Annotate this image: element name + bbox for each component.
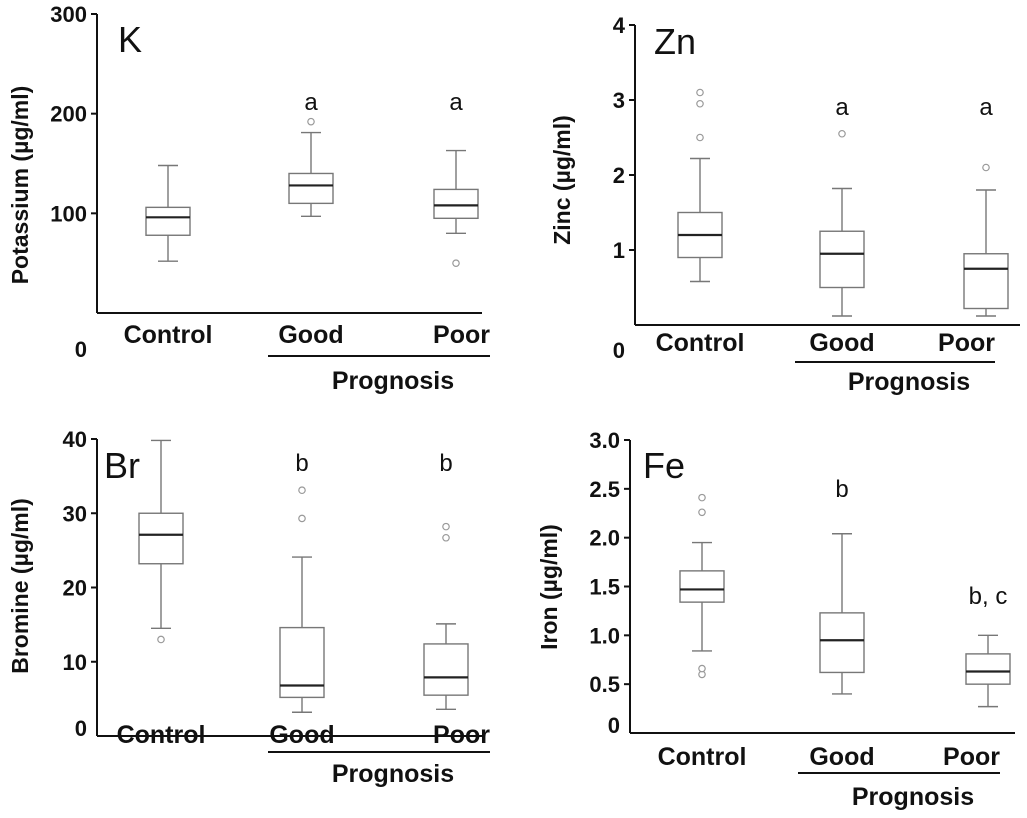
panel-3-ytick-label: 30 [63,501,87,526]
panel-2-category-label: Control [656,329,745,357]
panel-2-group-label: Prognosis [848,368,970,396]
panel-1-outlier-point [452,259,460,267]
panel-4-title: Fe [643,445,685,486]
panel-3-ytick-label: 40 [63,427,87,452]
panel-2-ytick-label: 2 [613,163,625,188]
panel-3-ylabel: Bromine (µg/ml) [7,498,33,674]
panel-2-outlier-point [696,133,704,142]
panel-1-group-label: Prognosis [332,367,454,395]
panel-4-box [819,612,865,674]
panel-2-ytick-label: 4 [613,13,626,38]
panel-3-outlier-point [298,486,306,495]
panel-4-ytick-label: 0.5 [589,672,620,697]
panel-2-ytick-label: 3 [613,88,625,113]
panel-2-significance-label: a [979,94,993,121]
panel-3-outlier-point [442,533,450,542]
panel-2-category-label: Poor [938,329,995,357]
panel-2-box [963,253,1009,310]
panel-1-title: K [118,19,142,60]
panel-1-category-label: Control [124,321,213,349]
panel-2-outlier-point [696,88,704,97]
panel-3-ytick-label: 20 [63,576,87,601]
panel-3-category-label: Poor [433,721,490,749]
panel-4-ytick-label: 0 [608,713,620,738]
panel-1-box [145,206,191,236]
panel-4-box [679,570,725,603]
panel-3-title: Br [104,445,140,486]
panel-4-category-label: Poor [943,743,1000,771]
panel-4-ytick-label: 3.0 [589,428,620,453]
panel-1-category-label: Poor [433,321,490,349]
panel-3-category-label: Good [269,721,334,749]
panel-1-box [288,172,334,205]
panel-4-outlier-point [698,664,706,673]
panel-2-significance-label: a [835,94,849,121]
panel-3-group-label: Prognosis [332,760,454,788]
panel-3-category-label: Control [117,721,206,749]
panel-2-ylabel: Zinc (µg/ml) [549,115,575,245]
panel-4-outlier-point [698,493,706,502]
panel-3-outlier-point [442,522,450,531]
panel-3-significance-label: b [439,450,452,477]
panel-2-ytick-label: 0 [613,338,625,363]
panel-2-outlier-point [696,99,704,108]
panel-4-box [965,653,1011,685]
panel-3-outlier-point [298,514,306,523]
panel-2-box [819,230,865,289]
panel-4-significance-label: b, c [969,583,1008,610]
panel-2-category-label: Good [809,329,874,357]
panel-3-significance-label: b [295,450,308,477]
panel-4-ytick-label: 1.0 [589,623,620,648]
panel-4-ytick-label: 2.0 [589,526,620,551]
panel-2-outlier-point [982,163,990,172]
panel-1-ylabel: Potassium (µg/ml) [7,86,33,285]
panel-1-box [433,188,479,220]
panel-1-category-label: Good [278,321,343,349]
panel-1-outlier-point [307,117,315,126]
panel-1-significance-label: a [449,89,463,116]
panel-3-box [423,643,469,696]
panel-2-ytick-label: 1 [613,238,625,263]
panel-2-outlier-point [838,129,846,138]
panel-4-outlier-point [698,508,706,517]
panel-4-ytick-label: 2.5 [589,477,620,502]
panel-1-ytick-label: 300 [50,2,87,27]
panel-1-ytick-label: 200 [50,102,87,127]
panel-3-outlier-point [157,635,165,644]
panel-4-group-label: Prognosis [852,783,974,811]
panel-4-ylabel: Iron (µg/ml) [536,524,562,650]
panel-4-ytick-label: 1.5 [589,575,620,600]
panel-4-significance-label: b [835,476,848,503]
panel-2-title: Zn [654,21,696,62]
panel-4-category-label: Control [658,743,747,771]
panel-3-ytick-label: 0 [75,716,87,741]
panel-3-box [279,626,325,699]
panel-1-ytick-label: 100 [50,201,87,226]
panel-3-ytick-label: 10 [63,650,87,675]
panel-1-significance-label: a [304,89,318,116]
panel-4-category-label: Good [809,743,874,771]
panel-1-ytick-label: 0 [75,337,87,362]
panel-3-box [138,512,184,565]
